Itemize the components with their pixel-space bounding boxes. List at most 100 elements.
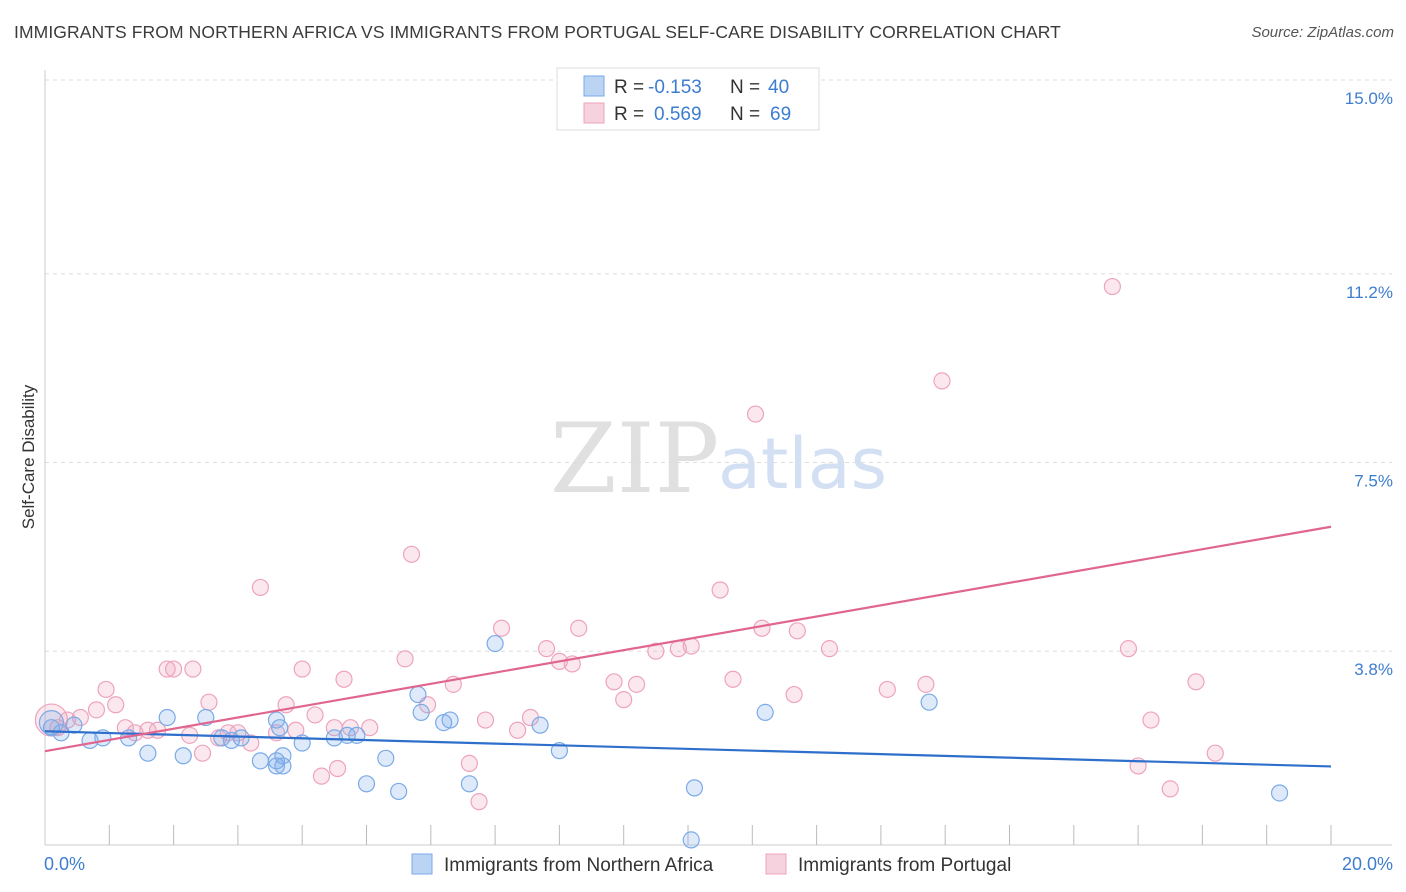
point-portugal xyxy=(306,706,324,724)
legend-swatch-pink xyxy=(583,102,605,124)
point-northern-africa xyxy=(441,711,459,729)
watermark-zip: ZIP xyxy=(550,403,719,515)
point-portugal xyxy=(1142,711,1160,729)
point-portugal xyxy=(328,759,347,778)
point-northern-africa xyxy=(550,742,569,760)
point-portugal xyxy=(184,660,202,678)
point-portugal xyxy=(242,734,260,752)
y-tick-label: 7.5% xyxy=(1354,472,1393,491)
point-northern-africa xyxy=(267,757,286,775)
series-legend: Immigrants from Northern Africa Immigran… xyxy=(411,853,1011,876)
x-tick-label-min: 0.0% xyxy=(44,854,85,874)
x-ticks xyxy=(108,825,1332,845)
y-tick-labels: 3.8% 7.5% 11.2% 15.0% xyxy=(1345,89,1393,679)
point-portugal xyxy=(470,793,488,811)
watermark-atlas: atlas xyxy=(718,423,887,505)
point-portugal xyxy=(753,619,771,637)
grid-lines xyxy=(45,79,1392,652)
point-northern-africa xyxy=(682,831,700,849)
chart-title: IMMIGRANTS FROM NORTHERN AFRICA VS IMMIG… xyxy=(14,22,1061,42)
point-portugal xyxy=(165,660,183,678)
y-tick-label: 15.0% xyxy=(1345,89,1393,108)
legend-r-value-pink: 0.569 xyxy=(654,104,702,125)
point-portugal xyxy=(1119,640,1138,658)
chart-source: Source: ZipAtlas.com xyxy=(1251,24,1394,41)
legend-swatch-blue xyxy=(583,75,605,97)
legend-n-label-pink: N = xyxy=(730,104,760,125)
point-northern-africa xyxy=(251,752,270,770)
point-northern-africa xyxy=(267,711,286,729)
point-portugal xyxy=(878,680,896,699)
point-portugal xyxy=(917,675,935,693)
point-northern-africa xyxy=(1270,784,1289,802)
correlation-legend: R = -0.153 N = 40 R = 0.569 N = 69 xyxy=(556,67,820,131)
point-portugal xyxy=(933,372,951,390)
series-legend-label-blue: Immigrants from Northern Africa xyxy=(444,855,714,876)
point-northern-africa xyxy=(377,749,395,767)
legend-n-value-pink: 69 xyxy=(770,104,791,125)
point-northern-africa xyxy=(460,775,478,793)
trend-line-portugal xyxy=(44,525,1332,753)
point-northern-africa xyxy=(139,744,157,762)
point-portugal xyxy=(627,675,646,693)
point-portugal xyxy=(711,581,729,599)
point-portugal xyxy=(647,642,665,660)
point-portugal xyxy=(682,637,700,655)
point-northern-africa xyxy=(486,634,504,653)
point-northern-africa xyxy=(274,757,292,775)
point-portugal xyxy=(312,767,331,785)
legend-r-label-pink: R = xyxy=(614,104,644,125)
watermark: ZIP atlas xyxy=(550,403,887,515)
point-portugal xyxy=(509,721,527,739)
point-portugal xyxy=(570,619,588,637)
point-portugal xyxy=(335,670,353,688)
point-northern-africa xyxy=(685,779,704,797)
legend-n-label-blue: N = xyxy=(730,77,760,98)
point-portugal xyxy=(724,670,742,688)
point-portugal xyxy=(537,640,556,658)
trend-line-northern-africa xyxy=(44,730,1332,768)
point-portugal xyxy=(396,650,414,668)
point-portugal xyxy=(788,622,806,640)
point-portugal xyxy=(460,754,478,773)
point-portugal xyxy=(615,691,633,709)
point-northern-africa-cluster xyxy=(38,709,65,736)
point-northern-africa xyxy=(390,782,408,801)
point-portugal xyxy=(476,711,495,729)
point-northern-africa xyxy=(213,729,231,747)
point-northern-africa xyxy=(412,703,430,722)
point-portugal xyxy=(116,719,134,737)
trend-lines xyxy=(44,525,1332,768)
point-portugal xyxy=(1206,744,1224,762)
point-portugal xyxy=(251,578,270,597)
series-northern-africa-points xyxy=(38,634,1289,849)
point-portugal xyxy=(1161,780,1179,798)
series-legend-label-pink: Immigrants from Portugal xyxy=(798,855,1011,876)
point-northern-africa xyxy=(158,708,176,727)
x-tick-label-max: 20.0% xyxy=(1342,854,1393,874)
point-portugal xyxy=(492,619,511,637)
point-northern-africa xyxy=(65,716,83,734)
point-northern-africa xyxy=(274,747,292,765)
series-legend-swatch-pink xyxy=(765,853,787,875)
series-portugal-points xyxy=(34,277,1224,811)
point-portugal xyxy=(1187,673,1205,691)
point-northern-africa xyxy=(357,775,376,793)
y-tick-label: 11.2% xyxy=(1346,283,1393,302)
point-portugal xyxy=(87,701,106,719)
point-portugal xyxy=(158,660,176,678)
point-northern-africa xyxy=(232,729,250,747)
axes xyxy=(44,70,1392,846)
point-portugal xyxy=(785,685,803,704)
legend-r-value-blue: -0.153 xyxy=(648,77,702,98)
point-portugal xyxy=(107,696,125,714)
series-legend-swatch-blue xyxy=(411,853,433,875)
point-portugal xyxy=(193,744,212,762)
point-northern-africa xyxy=(531,716,549,734)
point-portugal xyxy=(820,640,839,658)
point-northern-africa xyxy=(920,693,938,711)
point-northern-africa xyxy=(756,703,774,722)
point-northern-africa xyxy=(174,747,192,765)
legend-n-value-blue: 40 xyxy=(768,77,789,98)
